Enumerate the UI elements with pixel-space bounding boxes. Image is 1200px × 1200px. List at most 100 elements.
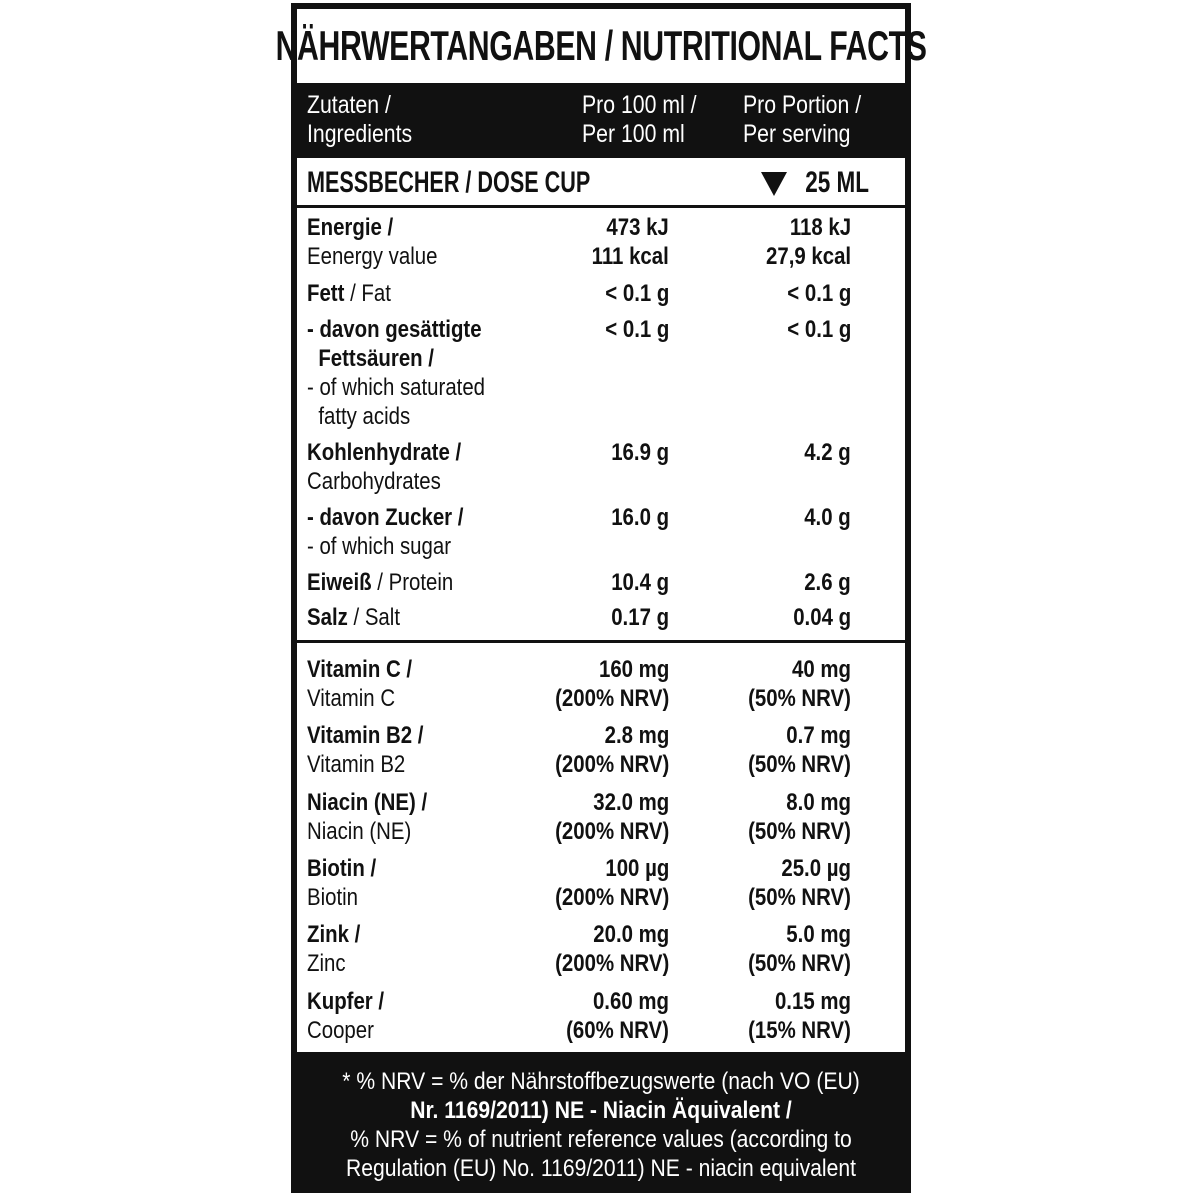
label-text: Fett bbox=[307, 280, 345, 307]
label-text: / Fat bbox=[344, 280, 391, 307]
header-per-serving: Pro Portion / Per serving bbox=[743, 91, 861, 149]
value-text: 0.7 mg bbox=[786, 722, 851, 749]
value-text: 40 mg bbox=[792, 656, 851, 683]
label-line: Fett / Fat bbox=[307, 279, 391, 308]
nutrient-label: Zink / Zinc bbox=[307, 920, 360, 978]
dose-label: MESSBECHER / DOSE CUP bbox=[307, 166, 591, 199]
header-text: Per 100 ml bbox=[582, 120, 685, 148]
label-line: Zink / bbox=[307, 920, 360, 949]
label-text: Kohlenhydrate / bbox=[307, 439, 462, 466]
value-per-serving: 8.0 mg (50% NRV) bbox=[748, 788, 851, 846]
column-header: Zutaten / Ingredients Pro 100 ml / Per 100… bbox=[297, 83, 905, 157]
nutrient-label: Niacin (NE) / Niacin (NE) bbox=[307, 788, 427, 846]
value-text: < 0.1 g bbox=[604, 280, 669, 307]
header-text: Pro Portion / bbox=[743, 91, 862, 119]
nutrient-label: Salz / Salt bbox=[307, 603, 400, 632]
value-text: 16.9 g bbox=[611, 439, 669, 466]
value-per-serving: 40 mg (50% NRV) bbox=[748, 655, 851, 713]
value-per-100ml: 0.60 mg (60% NRV) bbox=[566, 987, 669, 1045]
value-per-100ml: 16.0 g bbox=[611, 503, 669, 532]
label-text: Energie / bbox=[307, 214, 394, 241]
title: NÄHRWERTANGABEN / NUTRITIONAL FACTS bbox=[275, 22, 927, 69]
label-line: Kohlenhydrate / bbox=[307, 438, 461, 467]
nutrient-table: Energie / Eenergy value 473 kJ 111 kcal 118 … bbox=[297, 208, 905, 1052]
label-text: Eiweiß bbox=[307, 569, 372, 596]
label-text: Biotin bbox=[307, 884, 359, 911]
value-text: (200% NRV) bbox=[554, 818, 669, 845]
value-text: 0.15 mg bbox=[775, 988, 851, 1015]
value-per-100ml: 10.4 g bbox=[611, 568, 669, 597]
value-text: 8.0 mg bbox=[786, 789, 851, 816]
header-per-100ml: Pro 100 ml / Per 100 ml bbox=[582, 91, 697, 149]
value-text: 0.04 g bbox=[793, 604, 851, 631]
value-text: < 0.1 g bbox=[786, 316, 851, 343]
header-text: Per serving bbox=[743, 120, 851, 148]
value-per-serving: 0.15 mg (15% NRV) bbox=[748, 987, 851, 1045]
footnote: * % NRV = % der Nährstoffbezugswerte (na… bbox=[297, 1055, 905, 1187]
label-line: Carbohydrates bbox=[307, 467, 461, 496]
nutrition-label: NÄHRWERTANGABEN / NUTRITIONAL FACTS Zuta… bbox=[276, 3, 927, 1193]
label-line: Niacin (NE) / bbox=[307, 788, 427, 817]
value-per-100ml: 32.0 mg (200% NRV) bbox=[555, 788, 669, 846]
value-per-100ml: 160 mg (200% NRV) bbox=[555, 655, 669, 713]
value-per-serving: 118 kJ 27,9 kcal bbox=[766, 213, 851, 271]
nutrient-label: Vitamin B2 /Vitamin B2 bbox=[307, 721, 423, 779]
nutrient-label: Kohlenhydrate / Carbohydrates bbox=[307, 438, 461, 496]
header-ingredients: Zutaten / Ingredients bbox=[307, 91, 412, 149]
nutrient-label: Fett / Fat bbox=[307, 279, 391, 308]
label-line: Vitamin C bbox=[307, 684, 412, 713]
value-text: (50% NRV) bbox=[748, 818, 851, 845]
value-text: < 0.1 g bbox=[786, 280, 851, 307]
value-text: 27,9 kcal bbox=[765, 243, 851, 270]
footnote-line: Nr. 1169/2011) NE - Niacin Äquivalent / bbox=[410, 1097, 792, 1124]
value-per-serving: 25.0 µg (50% NRV) bbox=[748, 854, 851, 912]
value-text: 16.0 g bbox=[611, 504, 669, 531]
label-text: Vitamin B2 bbox=[307, 751, 406, 778]
label-line: Biotin / bbox=[307, 854, 376, 883]
value-text: (200% NRV) bbox=[554, 685, 669, 712]
value-text: 2.8 mg bbox=[604, 722, 669, 749]
label-text: fatty acids bbox=[307, 403, 411, 430]
label-line: Eenergy value bbox=[307, 242, 437, 271]
value-text: 5.0 mg bbox=[786, 921, 851, 948]
value-per-100ml: < 0.1 g bbox=[605, 279, 669, 308]
header-text: Pro 100 ml / bbox=[582, 91, 697, 119]
value-text: (50% NRV) bbox=[748, 884, 851, 911]
nutrient-label: Eiweiß / Protein bbox=[307, 568, 453, 597]
value-text: 32.0 mg bbox=[593, 789, 669, 816]
value-per-100ml: 2.8 mg (200% NRV) bbox=[555, 721, 669, 779]
value-text: 2.6 g bbox=[804, 569, 851, 596]
nutrient-label: Vitamin C / Vitamin C bbox=[307, 655, 412, 713]
label-text: Biotin / bbox=[307, 855, 377, 882]
value-per-serving: 0.7 mg (50% NRV) bbox=[748, 721, 851, 779]
value-per-100ml: 16.9 g bbox=[611, 438, 669, 467]
title-bar: NÄHRWERTANGABEN / NUTRITIONAL FACTS bbox=[276, 9, 927, 83]
value-text: 4.0 g bbox=[804, 504, 851, 531]
value-text: 4.2 g bbox=[804, 439, 851, 466]
dose-value: 25 ML bbox=[805, 166, 869, 199]
footnote-line: % NRV = % of nutrient reference values (… bbox=[350, 1126, 852, 1153]
footnote-line: * % NRV = % der Nährstoffbezugswerte (na… bbox=[342, 1068, 860, 1095]
dose-cup-row: MESSBECHER / DOSE CUP 25 ML bbox=[297, 158, 905, 208]
nutrient-label: Kupfer / Cooper bbox=[307, 987, 384, 1045]
value-text: (60% NRV) bbox=[566, 1017, 669, 1044]
header-text: Zutaten / bbox=[307, 91, 391, 119]
cup-icon bbox=[761, 172, 787, 196]
label-line: Vitamin C / bbox=[307, 655, 412, 684]
nutrient-label: - davon Zucker / - of which sugar bbox=[307, 503, 463, 561]
label-text: / Protein bbox=[371, 569, 454, 596]
value-text: < 0.1 g bbox=[604, 316, 669, 343]
value-per-100ml: 0.17 g bbox=[611, 603, 669, 632]
label-text: / Salt bbox=[347, 604, 400, 631]
value-text: (15% NRV) bbox=[748, 1017, 851, 1044]
label-line: - of which saturated bbox=[307, 373, 485, 402]
nutrient-label: Energie / Eenergy value bbox=[307, 213, 437, 271]
label-line: Biotin bbox=[307, 883, 376, 912]
label-text: Fettsäuren / bbox=[307, 345, 434, 372]
value-per-serving: 4.2 g bbox=[805, 438, 851, 467]
value-per-100ml: 100 µg (200% NRV) bbox=[555, 854, 669, 912]
header-text: Ingredients bbox=[307, 120, 413, 148]
label-text: Cooper bbox=[307, 1017, 374, 1044]
nutrient-label: - davon gesättigte Fettsäuren / - of whic… bbox=[307, 315, 485, 431]
label-line: - of which sugar bbox=[307, 532, 463, 561]
